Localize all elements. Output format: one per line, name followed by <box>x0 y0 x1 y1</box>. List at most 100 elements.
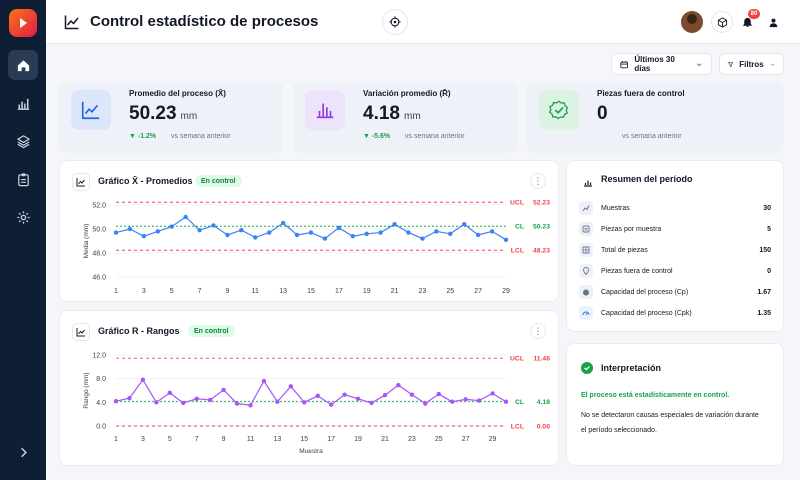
kpi-value: 0 <box>597 103 608 124</box>
filters-button[interactable]: Filtros <box>719 53 784 75</box>
data-point <box>322 236 328 241</box>
data-point <box>328 402 334 407</box>
bar-chart-icon <box>17 98 29 110</box>
app-logo[interactable] <box>9 9 37 37</box>
data-point <box>436 391 441 397</box>
data-point <box>409 392 415 397</box>
data-point <box>490 391 495 396</box>
x-tick-label: 3 <box>142 288 146 295</box>
xbar-chart-panel: Gráfico X̄ - Promedios En control ⋮ 52.0… <box>59 160 559 302</box>
lcl-label: LCL <box>511 248 524 255</box>
sidebar-item-checklist[interactable] <box>8 164 38 194</box>
data-point <box>225 232 230 238</box>
y-tick-label: 52.0 <box>92 203 106 210</box>
trend-icon <box>579 201 593 215</box>
kpi-icon-wrapper <box>305 90 345 130</box>
cl-value: 4.18 <box>537 399 550 406</box>
top-header: Control estadístico de procesos 80 <box>46 0 800 44</box>
kpi-icon-wrapper <box>71 90 111 130</box>
data-point <box>420 236 425 241</box>
notification-badge: 80 <box>748 9 760 19</box>
summary-row: Capacidad del proceso (Cpk) 1.35 <box>579 303 771 323</box>
trend-chart-icon <box>81 101 100 120</box>
interpretation-panel: Interpretación El proceso está estadísti… <box>566 343 784 466</box>
x-tick-label: 3 <box>141 436 145 443</box>
x-tick-label: 17 <box>335 288 343 295</box>
lcl-value: 48.23 <box>533 248 550 255</box>
date-range-label: Últimos 30 días <box>634 55 675 73</box>
page-title: Control estadístico de procesos <box>90 13 319 30</box>
y-tick-label: 4.0 <box>96 400 106 407</box>
more-options-button[interactable]: ⋮ <box>530 173 546 189</box>
location-icon <box>579 264 593 278</box>
data-point <box>475 232 481 238</box>
x-tick-label: 25 <box>446 288 454 295</box>
date-range-select[interactable]: Últimos 30 días <box>611 53 712 75</box>
sidebar-item-layers[interactable] <box>8 126 38 156</box>
x-tick-label: 1 <box>114 288 118 295</box>
x-tick-label: 23 <box>419 288 427 295</box>
profile-button[interactable] <box>762 11 784 33</box>
lcl-value: 0.00 <box>537 424 550 431</box>
x-tick-label: 19 <box>363 288 371 295</box>
kpi-compare: vs semana anterior <box>622 133 682 140</box>
sidebar-item-settings[interactable] <box>8 202 38 232</box>
data-point <box>113 230 119 235</box>
x-tick-label: 7 <box>198 288 202 295</box>
kpi-card-variation: Variación promedio (R̄) 4.18 mm ▼ -5.6% v… <box>293 81 517 153</box>
kpi-value: 50.23 mm <box>129 103 198 124</box>
sidebar-item-home[interactable] <box>8 50 38 80</box>
user-avatar[interactable] <box>681 11 703 33</box>
bell-icon <box>742 17 752 27</box>
target-button[interactable] <box>382 9 408 35</box>
data-point <box>364 231 369 236</box>
x-tick-label: 15 <box>300 436 308 443</box>
chevron-down-icon <box>696 62 702 66</box>
data-point <box>350 234 355 239</box>
sidebar-item-reports[interactable] <box>8 88 38 118</box>
x-tick-label: 27 <box>474 288 482 295</box>
cl-label: CL <box>515 399 524 406</box>
y-axis-label: Rango (mm) <box>83 372 90 408</box>
more-options-button[interactable]: ⋮ <box>530 323 546 339</box>
data-point <box>154 400 159 405</box>
lcl-label: LCL <box>511 424 524 431</box>
summary-row: Capacidad del proceso (Cp) 1.67 <box>579 282 771 302</box>
r-chart: 12.0 8.0 4.0 0.0 Rango (mm) UCL 11.46 CL 4.18 LCL… <box>83 353 550 456</box>
summary-chart-icon <box>584 180 592 187</box>
data-point <box>382 393 388 398</box>
data-point <box>140 377 146 383</box>
kpi-card-average: Promedio del proceso (X̄) 50.23 mm ▼ -1.2… <box>59 81 283 153</box>
data-point <box>342 392 347 397</box>
interpretation-title: Interpretación <box>601 363 662 373</box>
line-chart-icon <box>76 328 85 337</box>
y-tick-label: 8.0 <box>96 376 106 383</box>
y-tick-label: 50.0 <box>92 227 106 234</box>
data-point <box>194 396 199 401</box>
filters-label: Filtros <box>739 59 764 69</box>
x-tick-label: 29 <box>502 288 510 295</box>
chevron-down-icon <box>770 63 774 66</box>
x-tick-label: 15 <box>307 288 315 295</box>
sidebar-expand-button[interactable] <box>8 437 38 467</box>
data-point <box>127 226 133 232</box>
data-point <box>127 395 132 401</box>
summary-row: Piezas fuera de control 0 <box>579 261 771 281</box>
x-tick-label: 29 <box>489 436 497 443</box>
cube-button[interactable] <box>711 11 733 33</box>
y-tick-label: 0.0 <box>96 424 106 431</box>
data-point <box>221 387 226 393</box>
summary-row: Total de piezas 150 <box>579 240 771 260</box>
gear-icon <box>16 210 30 224</box>
summary-row: Piezas por muestra 5 <box>579 219 771 239</box>
data-point <box>253 235 258 240</box>
data-point <box>378 230 383 235</box>
ucl-label: UCL <box>510 356 524 363</box>
y-tick-label: 48.0 <box>92 251 106 258</box>
signal-bars-icon <box>316 103 334 119</box>
xbar-chart-title: Gráfico X̄ - Promedios <box>98 176 193 186</box>
x-tick-label: 17 <box>327 436 335 443</box>
x-tick-label: 27 <box>462 436 470 443</box>
x-tick-label: 21 <box>381 436 389 443</box>
y-tick-label: 12.0 <box>92 353 106 360</box>
